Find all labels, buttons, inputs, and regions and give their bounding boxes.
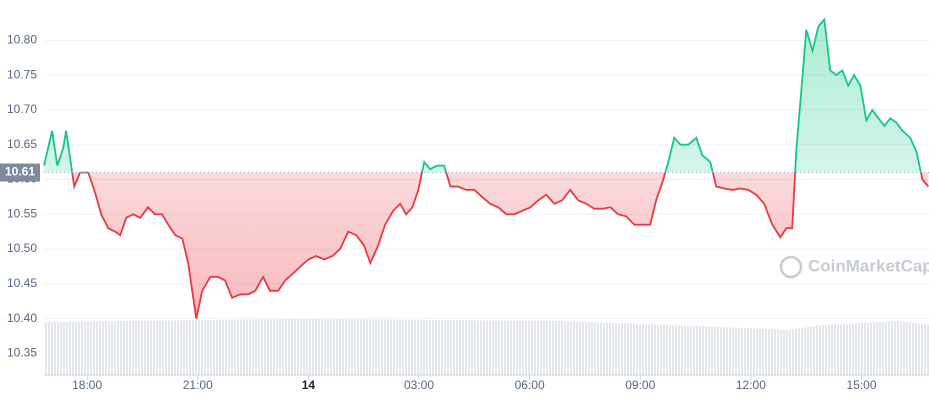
y-tick-label: 10.75 — [7, 67, 37, 81]
y-tick-label: 10.50 — [7, 241, 37, 255]
watermark: CoinMarketCap — [808, 256, 929, 275]
y-tick-label: 10.55 — [7, 206, 37, 220]
y-tick-label: 10.45 — [7, 276, 37, 290]
x-tick-label: 06:00 — [515, 378, 545, 392]
y-tick-label: 10.40 — [7, 311, 37, 325]
area-up — [44, 19, 921, 173]
reference-label: 10.61 — [5, 165, 35, 179]
volume-bars — [44, 319, 929, 375]
y-tick-label: 10.65 — [7, 137, 37, 151]
x-tick-label: 15:00 — [847, 378, 877, 392]
reference-badge — [0, 163, 40, 182]
x-tick-label: 03:00 — [404, 378, 434, 392]
y-tick-label: 10.80 — [7, 33, 37, 47]
line-down — [71, 172, 929, 319]
x-tick-label: 18:00 — [72, 378, 102, 392]
x-tick-label: 14 — [302, 378, 316, 392]
y-tick-label: 10.70 — [7, 102, 37, 116]
watermark-logo — [779, 255, 803, 279]
area-down — [44, 172, 929, 319]
x-tick-label: 12:00 — [736, 378, 766, 392]
x-tick-label: 09:00 — [625, 378, 655, 392]
line-up — [43, 17, 922, 173]
x-tick-label: 21:00 — [183, 378, 213, 392]
y-tick-label: 10.35 — [7, 346, 37, 360]
